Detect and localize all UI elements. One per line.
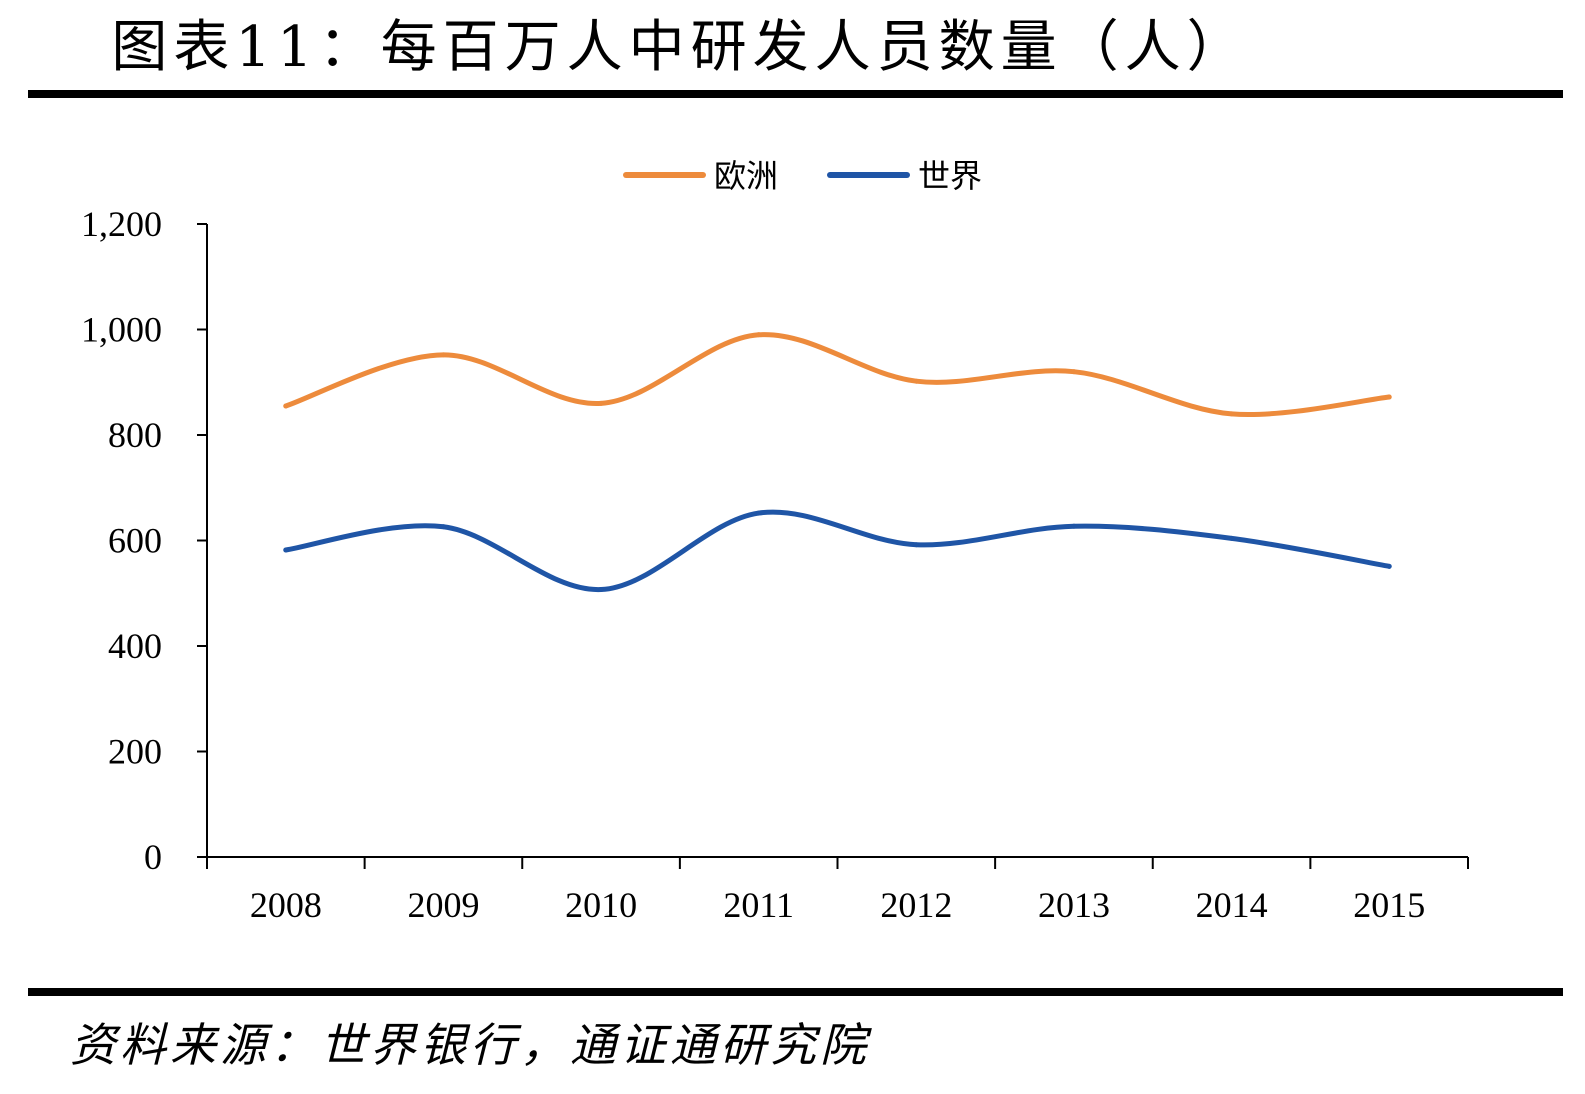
x-tick-label: 2015 — [1353, 885, 1425, 925]
data-point — [913, 542, 919, 548]
data-point — [283, 547, 289, 553]
data-point — [1386, 394, 1392, 400]
source-note: 资料来源：世界银行，通证通研究院 — [70, 1018, 870, 1072]
legend-label: 世界 — [918, 157, 982, 195]
y-tick-label: 800 — [108, 415, 162, 455]
x-tick-label: 2012 — [880, 885, 952, 925]
y-tick-label: 400 — [108, 626, 162, 666]
y-tick-label: 0 — [144, 837, 162, 877]
data-point — [913, 378, 919, 384]
data-point — [756, 332, 762, 338]
y-tick-label: 1,000 — [81, 310, 162, 350]
data-point — [283, 403, 289, 409]
data-point — [1386, 563, 1392, 569]
data-point — [1071, 369, 1077, 375]
y-tick-label: 200 — [108, 732, 162, 772]
x-tick-label: 2008 — [250, 885, 322, 925]
data-point — [1071, 523, 1077, 529]
x-tick-label: 2014 — [1196, 885, 1268, 925]
y-tick-label: 1,200 — [81, 204, 162, 244]
series-line — [283, 509, 1392, 593]
x-tick-label: 2011 — [723, 885, 794, 925]
data-point — [598, 400, 604, 406]
data-point — [598, 587, 604, 593]
data-point — [440, 524, 446, 530]
chart-legend: 欧洲 世界 — [623, 157, 982, 195]
y-tick-label: 600 — [108, 521, 162, 561]
x-tick-label: 2013 — [1038, 885, 1110, 925]
chart-title: 图表11：每百万人中研发人员数量（人） — [111, 15, 1249, 80]
chart-axes: 0 200 400 600 800 1,000 1,200 2008 2009 2010 2011 2… — [81, 204, 1469, 925]
source-rule — [28, 988, 1563, 996]
data-point — [756, 510, 762, 516]
data-point — [1229, 535, 1235, 541]
x-tick-label: 2010 — [565, 885, 637, 925]
x-tick-label: 2009 — [407, 885, 479, 925]
data-point — [1229, 411, 1235, 417]
chart-series — [283, 332, 1392, 593]
title-rule — [28, 90, 1563, 98]
series-line — [283, 332, 1392, 417]
legend-label: 欧洲 — [714, 157, 778, 195]
data-point — [440, 352, 446, 358]
